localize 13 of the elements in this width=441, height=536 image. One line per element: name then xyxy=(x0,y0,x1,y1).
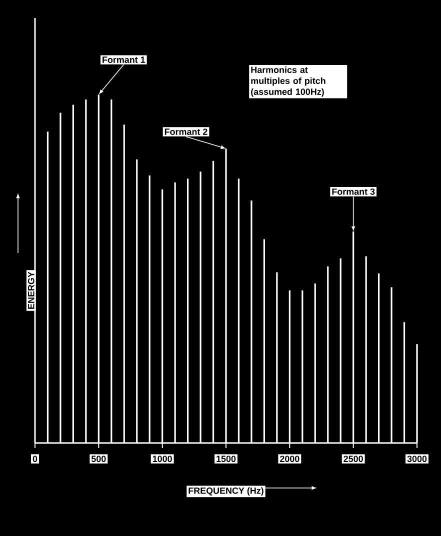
annotation: Formant 2 xyxy=(164,128,208,135)
x-tick-label: 1000 xyxy=(152,456,172,462)
annotation: Formant 1 xyxy=(102,56,146,63)
x-axis-title: FREQUENCY (Hz) xyxy=(188,487,264,496)
x-tick-label: 2500 xyxy=(344,456,363,462)
x-tick-label: 1500 xyxy=(216,456,236,462)
x-tick-label: 500 xyxy=(91,456,106,462)
x-tick-label: 2000 xyxy=(280,456,300,462)
annotation: Harmonics at multiples of pitch (assumed 100Hz) xyxy=(251,66,326,97)
x-tick-label: 3000 xyxy=(407,456,427,462)
x-tick-label: 0 xyxy=(32,456,38,462)
y-axis-title: ENERGY xyxy=(28,272,34,309)
annotation: Formant 3 xyxy=(332,188,375,195)
